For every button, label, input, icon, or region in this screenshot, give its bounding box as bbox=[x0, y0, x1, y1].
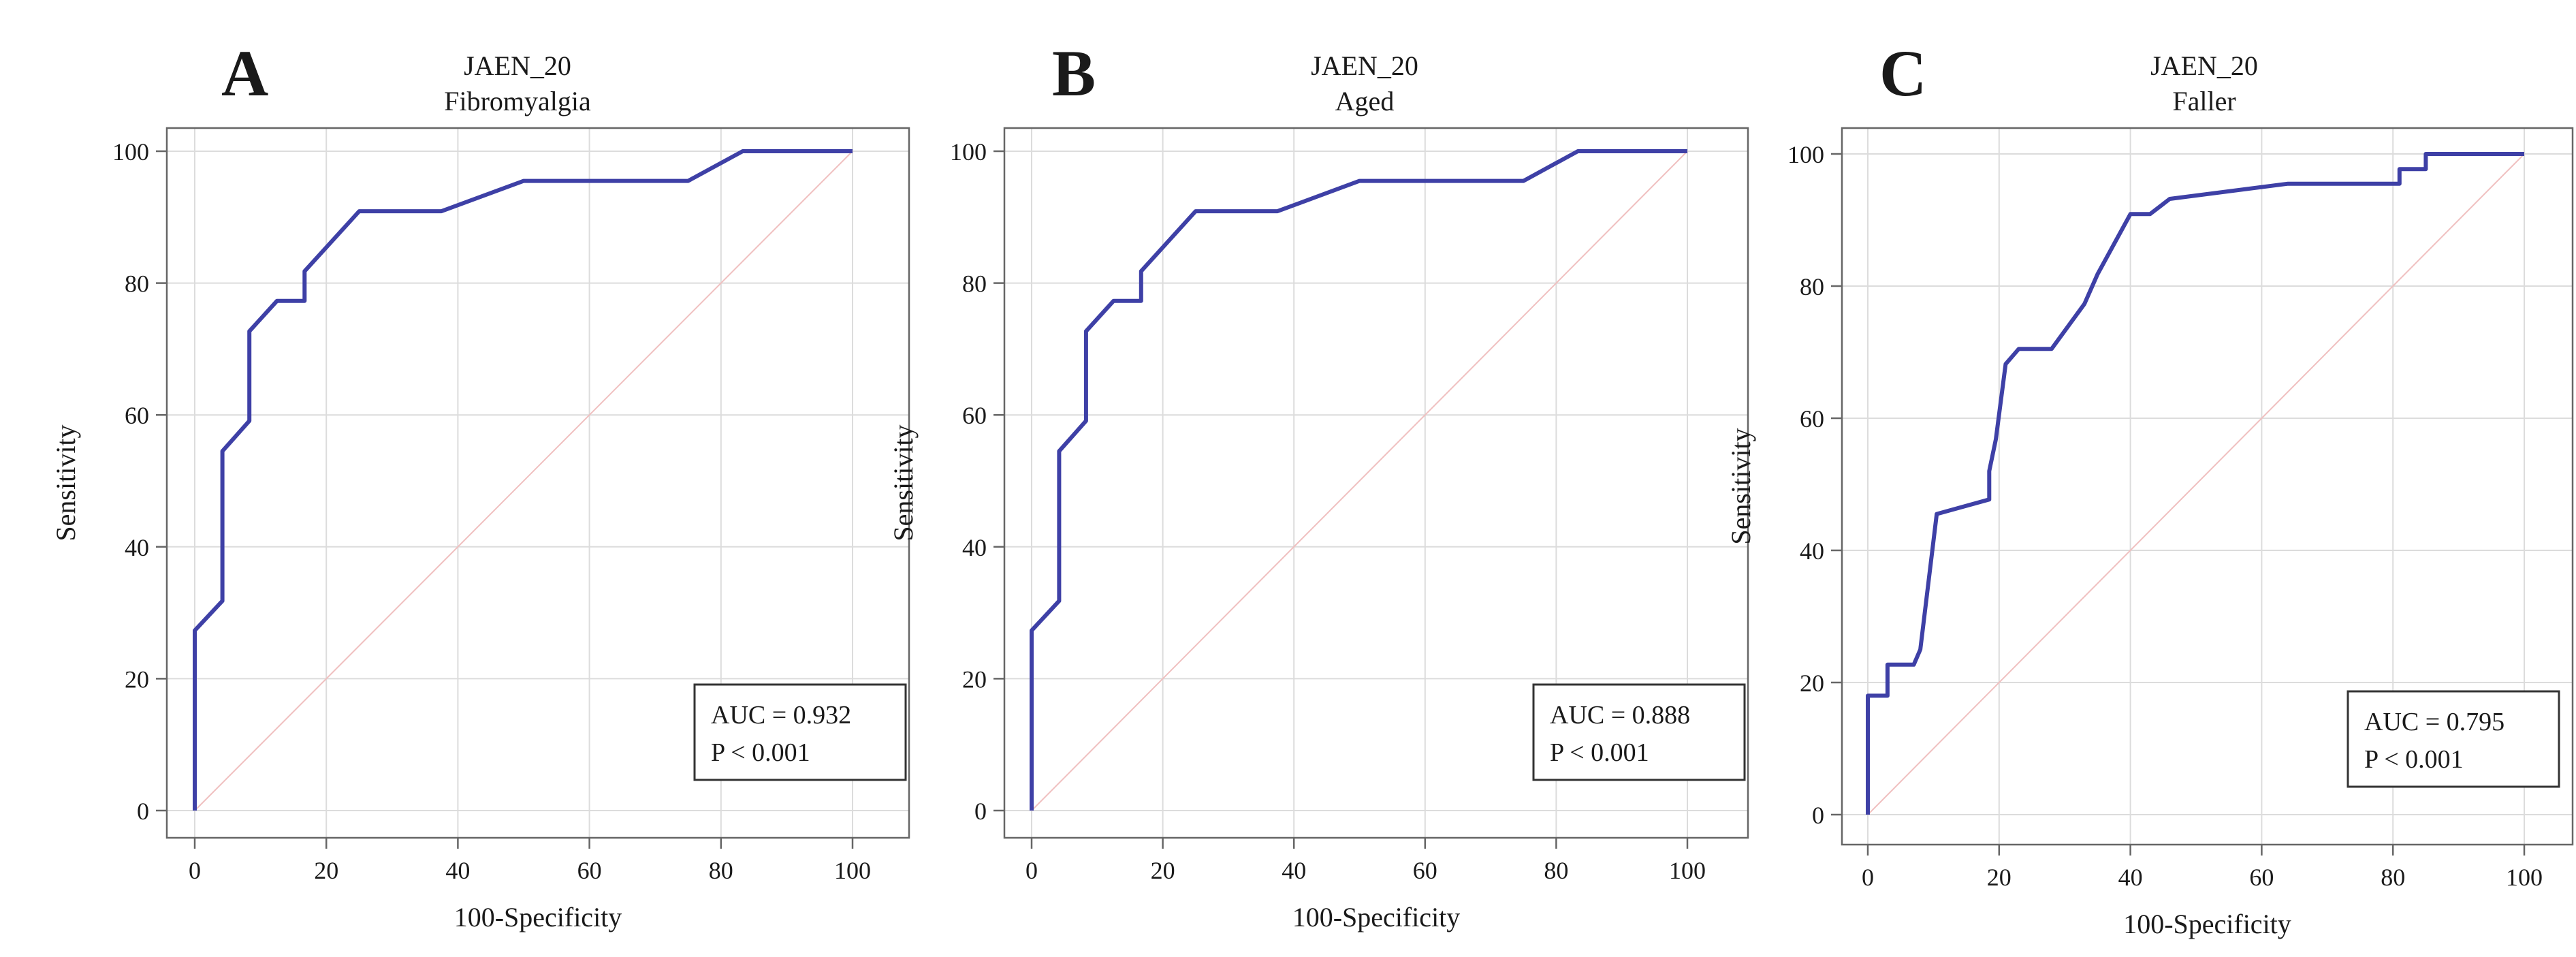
y-tick-label: 100 bbox=[1787, 141, 1824, 168]
reference-diagonal bbox=[1031, 151, 1688, 811]
x-tick-label: 60 bbox=[577, 857, 602, 884]
y-tick-label: 0 bbox=[137, 798, 149, 825]
y-tick-label: 100 bbox=[950, 138, 987, 166]
y-tick-label: 80 bbox=[1800, 273, 1824, 300]
y-tick-label: 60 bbox=[1800, 405, 1824, 433]
chart-subtitle: Faller bbox=[2172, 86, 2236, 116]
x-tick-label: 100 bbox=[1669, 857, 1706, 884]
x-tick-label: 20 bbox=[1987, 864, 2011, 891]
x-tick-label: 20 bbox=[314, 857, 338, 884]
y-axis-label: Sensitivity bbox=[1726, 428, 1756, 544]
y-tick-label: 20 bbox=[125, 665, 149, 693]
y-tick-label: 100 bbox=[112, 138, 149, 166]
auc-value: AUC = 0.795 bbox=[2364, 708, 2505, 736]
x-tick-label: 40 bbox=[2118, 864, 2143, 891]
chart-subtitle: Aged bbox=[1335, 86, 1395, 116]
panel-letter: A bbox=[221, 37, 268, 110]
x-tick-label: 40 bbox=[1282, 857, 1306, 884]
auc-box bbox=[693, 683, 907, 781]
chart-title: JAEN_20 bbox=[2150, 50, 2258, 81]
plot-frame bbox=[165, 127, 910, 839]
plot-frame bbox=[1841, 127, 2574, 846]
auc-value: AUC = 0.932 bbox=[711, 701, 851, 729]
x-tick-label: 100 bbox=[2506, 864, 2543, 891]
y-tick-label: 60 bbox=[962, 402, 987, 429]
x-tick-label: 80 bbox=[1544, 857, 1568, 884]
chart-panel-a: 0 20 40 60 80 100 0 20 40 60 80 100 A JAEN_20 Fibromya… bbox=[50, 37, 910, 932]
x-tick-label: 100 bbox=[834, 857, 871, 884]
y-tick-label: 40 bbox=[1800, 537, 1824, 565]
auc-value: AUC = 0.888 bbox=[1550, 701, 1690, 729]
x-tick-label: 0 bbox=[1025, 857, 1038, 884]
auc-box bbox=[2347, 690, 2560, 788]
p-value: P < 0.001 bbox=[711, 738, 810, 767]
panel-letter: C bbox=[1879, 37, 1926, 110]
x-tick-label: 0 bbox=[1862, 864, 1874, 891]
x-tick-label: 60 bbox=[1413, 857, 1437, 884]
chart-panel-b: 0 20 40 60 80 100 0 20 40 60 80 100 B JAEN_20 Aged 100-… bbox=[888, 37, 1749, 932]
x-tick-label: 20 bbox=[1151, 857, 1175, 884]
reference-diagonal bbox=[194, 151, 853, 811]
x-axis-label: 100-Specificity bbox=[454, 902, 622, 932]
roc-curve bbox=[1866, 152, 2524, 815]
y-tick-label: 20 bbox=[1800, 670, 1824, 697]
p-value: P < 0.001 bbox=[2364, 745, 2464, 774]
y-tick-label: 60 bbox=[125, 402, 149, 429]
x-tick-label: 80 bbox=[709, 857, 733, 884]
x-axis-label: 100-Specificity bbox=[1292, 902, 1461, 932]
y-tick-label: 80 bbox=[125, 270, 149, 298]
auc-box bbox=[1532, 683, 1746, 781]
x-tick-label: 40 bbox=[445, 857, 470, 884]
reference-diagonal bbox=[1867, 153, 2525, 815]
y-tick-label: 20 bbox=[962, 665, 987, 693]
x-tick-label: 80 bbox=[2381, 864, 2405, 891]
y-axis-label: Sensitivity bbox=[888, 424, 919, 541]
roc-curve bbox=[193, 149, 853, 811]
panel-letter: B bbox=[1052, 37, 1096, 110]
x-tick-label: 0 bbox=[189, 857, 201, 884]
y-tick-label: 40 bbox=[125, 534, 149, 561]
p-value: P < 0.001 bbox=[1550, 738, 1649, 767]
y-tick-label: 0 bbox=[974, 798, 987, 825]
x-tick-label: 60 bbox=[2249, 864, 2274, 891]
plot-frame bbox=[1003, 127, 1749, 839]
x-axis-label: 100-Specificity bbox=[2123, 909, 2291, 939]
y-axis-label: Sensitivity bbox=[50, 424, 81, 541]
chart-panel-c: 0 20 40 60 80 100 0 20 40 60 80 100 C JAEN_20 Faller 10… bbox=[1726, 37, 2574, 939]
chart-title: JAEN_20 bbox=[464, 50, 571, 81]
chart-subtitle: Fibromyalgia bbox=[444, 86, 591, 116]
y-tick-label: 0 bbox=[1812, 802, 1824, 829]
chart-title: JAEN_20 bbox=[1311, 50, 1418, 81]
y-tick-label: 80 bbox=[962, 270, 987, 298]
roc-curve bbox=[1030, 149, 1687, 811]
y-tick-label: 40 bbox=[962, 534, 987, 561]
